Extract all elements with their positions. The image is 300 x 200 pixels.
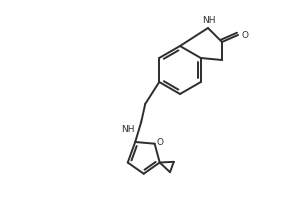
Text: NH: NH xyxy=(121,125,134,134)
Text: O: O xyxy=(241,30,248,40)
Text: NH: NH xyxy=(202,16,216,25)
Text: O: O xyxy=(157,138,164,147)
